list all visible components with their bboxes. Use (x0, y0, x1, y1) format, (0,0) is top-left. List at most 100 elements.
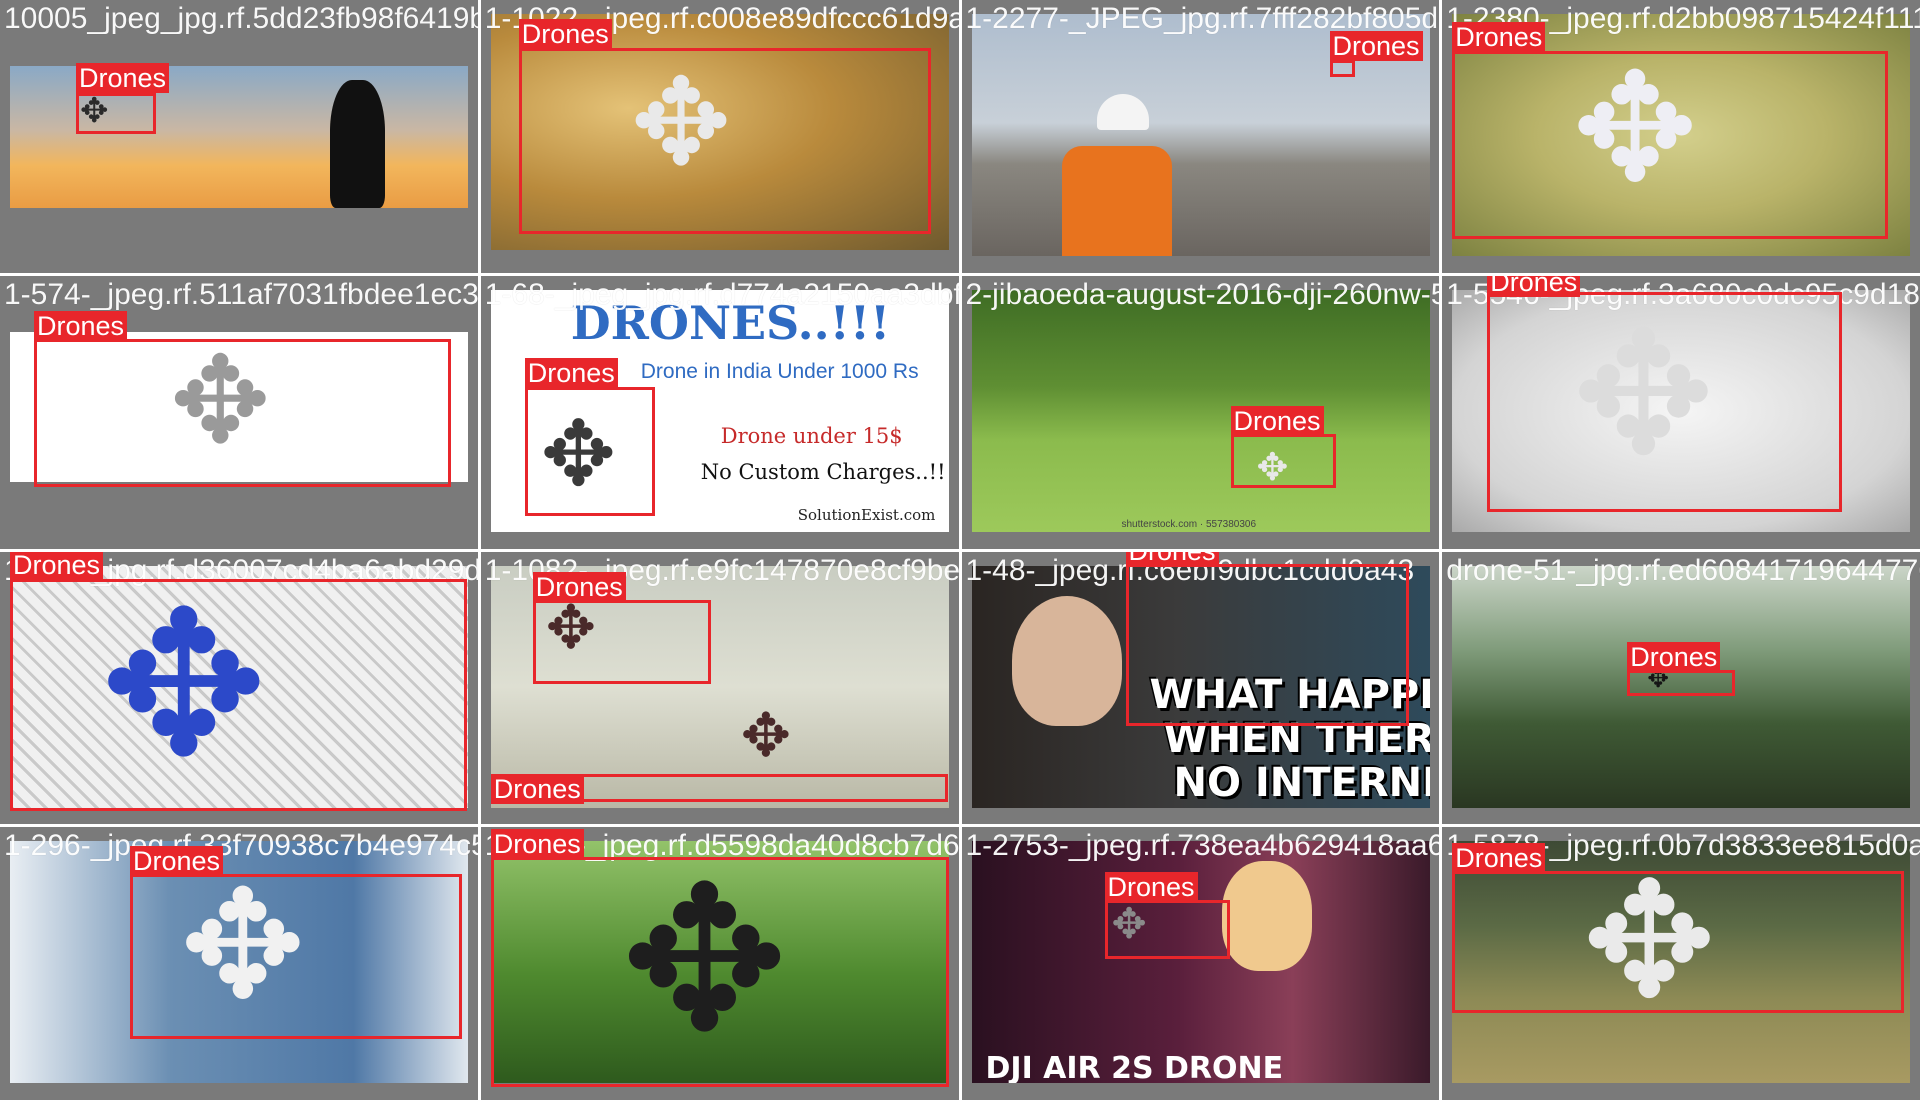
poster-site: SolutionExist.com (797, 505, 936, 524)
detection-box (532, 599, 711, 684)
detection-box (1452, 871, 1905, 1014)
image-filename: 1-2277-_JPEG_jpg.rf.7fff282bf805d7983 (965, 2, 1440, 35)
detection-label: Drones (524, 357, 618, 388)
detection-label: Drones (130, 846, 224, 877)
drone-icon: ✥ (1256, 444, 1289, 489)
mosaic-tile: ✥ 10005_jpeg_jpg.rf.5dd23fb98f6419ba21f3… (0, 0, 478, 273)
detection-label: Drones (490, 773, 584, 804)
detection-label: Drones (1452, 843, 1546, 874)
image-filename: 1-2753-_jpeg.rf.738ea4b629418aa6b (965, 829, 1440, 863)
detection-label: Drones (1125, 551, 1219, 566)
mosaic-tile: 1-2277-_JPEG_jpg.rf.7fff282bf805d7983 Dr… (961, 0, 1440, 273)
overlay-text-line: WHAT HAPPENS (1149, 671, 1430, 718)
poster-title: DRONES..!!! (570, 295, 891, 350)
detection-label: Drones (1487, 275, 1581, 297)
presenter-head (1221, 861, 1312, 972)
image-filename: 1-574-_jpeg.rf.511af7031fbdee1ec3b20910 (4, 277, 478, 311)
drone-icon: ✥ (630, 54, 732, 193)
drone-photo: ✥ (1452, 841, 1911, 1084)
detection-box (34, 338, 451, 487)
detection-label: Drones (1627, 641, 1721, 672)
person-face (1011, 595, 1122, 726)
mosaic-tile: ✥ 1-574-_jpeg.rf.511af7031fbdee1ec3b2091… (0, 275, 478, 549)
detection-label: Drones (1452, 22, 1546, 52)
detection-box (518, 48, 931, 234)
drone-icon: ✥ (180, 859, 306, 1034)
poster-charges: No Custom Charges..!! (700, 459, 946, 484)
drone-icon: ✥ (545, 592, 597, 663)
landscape-photo: ✥ (1452, 565, 1911, 808)
detection-label: Drones (1104, 872, 1198, 903)
fpv-photo: ✥ ✥ (490, 565, 949, 808)
cornfield-photo: ✥ shutterstock.com · 557380306 (971, 289, 1430, 532)
drone-icon: ✥ (740, 700, 792, 771)
detection-box (1230, 433, 1336, 488)
drone-icon: ✥ (100, 568, 268, 802)
detection-box (1125, 563, 1409, 726)
drone-photo: ✥ (10, 331, 468, 482)
detection-box (76, 93, 156, 134)
detection-box (524, 386, 655, 516)
mosaic-tile: ✥ 1-2380-_jpeg.rf.d2bb098715424f111e Dro… (1442, 0, 1920, 273)
image-filename: 1-68-_jpeg_jpg.rf.d774a2150aa3dbf0e49b20… (484, 277, 959, 311)
detection-box (130, 874, 462, 1040)
drone-photo: ✥ (1452, 289, 1911, 532)
detection-box (10, 578, 467, 811)
photo-credit: shutterstock.com · 557380306 (1121, 518, 1257, 530)
drone-photo: ✥ (490, 14, 949, 250)
thumbnail-photo: WHAT HAPPENS WHEN THERE'S NO INTERNET? (971, 565, 1430, 808)
image-filename: drone-51-_jpg.rf.ed608417196447766 (1446, 553, 1920, 587)
drone-icon: ✥ (1572, 295, 1715, 494)
detection-box (1487, 291, 1843, 512)
drone-icon: ✥ (1572, 42, 1698, 216)
person-silhouette (330, 80, 385, 208)
image-filename: 1-296-_jpeg.rf.33f70938c7b4e974c5 (4, 829, 478, 863)
detection-box (1329, 60, 1355, 77)
video-caption: DJI AIR 2S DRONE (985, 1051, 1284, 1084)
mosaic-tile: ✥ 1-1022-_jpeg.rf.c008e89dfccc61d9ae97 D… (480, 0, 959, 273)
drone-photo: ✥ (10, 565, 468, 808)
detection-label: Drones (76, 63, 170, 93)
detection-label: Drones (532, 571, 626, 602)
drone-icon: ✥ (170, 331, 271, 471)
detection-box (490, 857, 949, 1088)
drone-icon: ✥ (540, 401, 617, 507)
drone-icon: ✥ (620, 844, 789, 1078)
mosaic-tile: ✥ 1-296-_jpeg.rf.33f70938c7b4e974c5 Dron… (0, 827, 478, 1100)
safety-vest (1061, 146, 1172, 256)
detection-label: Drones (10, 551, 104, 580)
drone-icon: ✥ (80, 91, 109, 131)
detection-label: Drones (34, 310, 128, 341)
hard-hat (1096, 94, 1149, 130)
mosaic-tile: ✥ shutterstock.com · 557380306 2-jibaoed… (961, 275, 1440, 549)
detection-label: Drones (1230, 405, 1324, 436)
presenter-photo: ✥ DJI AIR 2S DRONE (971, 841, 1430, 1084)
drone-photo: ✥ (1452, 14, 1911, 256)
image-filename: 10005_jpeg_jpg.rf.5dd23fb98f6419ba21f3 (4, 2, 478, 35)
detection-label: Drones (1329, 31, 1423, 61)
mosaic-tile: ✥ drone-51-_jpg.rf.ed608417196447766 Dro… (1442, 551, 1920, 825)
mosaic-tile: ✥ 1-675-_jpg.rf.d36007cd4ba6abd29dd2378a… (0, 551, 478, 825)
drone-photo: ✥ (490, 841, 949, 1084)
poster-subtitle: Drone in India Under 1000 Rs (640, 359, 919, 383)
poster-price: Drone under 15$ (720, 423, 903, 448)
image-filename: 2-jibaoeda-august-2016-dji-260nw-557 (965, 277, 1440, 311)
drone-icon: ✥ (1111, 899, 1147, 949)
detection-box (1627, 669, 1736, 696)
mosaic-tile: ✥ 1-5546-_jpeg.rf.3a680c0dc95c9d18d9 Dro… (1442, 275, 1920, 549)
drone-photo: ✥ (10, 841, 468, 1084)
detection-box (1104, 900, 1230, 960)
overlay-text-line: NO INTERNET? (1173, 759, 1430, 806)
mosaic-tile: ✥ 1-1103-_jpeg.rf.d5598da40d8cb7d6563880… (480, 827, 959, 1100)
mosaic-tile: ✥ 1-5878-_jpeg.rf.0b7d3833ee815d0a340fb … (1442, 827, 1920, 1100)
poster-image: DRONES..!!! Drone in India Under 1000 Rs… (490, 289, 949, 532)
mosaic-tile: ✥ DJI AIR 2S DRONE 1-2753-_jpeg.rf.738ea… (961, 827, 1440, 1100)
detection-label: Drones (518, 19, 612, 49)
mosaic-tile: DRONES..!!! Drone in India Under 1000 Rs… (480, 275, 959, 549)
detection-label: Drones (490, 829, 584, 860)
detection-box (1452, 51, 1889, 239)
drone-icon: ✥ (1582, 847, 1717, 1035)
mosaic-tile: WHAT HAPPENS WHEN THERE'S NO INTERNET? 1… (961, 551, 1440, 825)
mosaic-tile: ✥ ✥ 1-1082-_jpeg.rf.e9fc147870e8cf9be687… (480, 551, 959, 825)
